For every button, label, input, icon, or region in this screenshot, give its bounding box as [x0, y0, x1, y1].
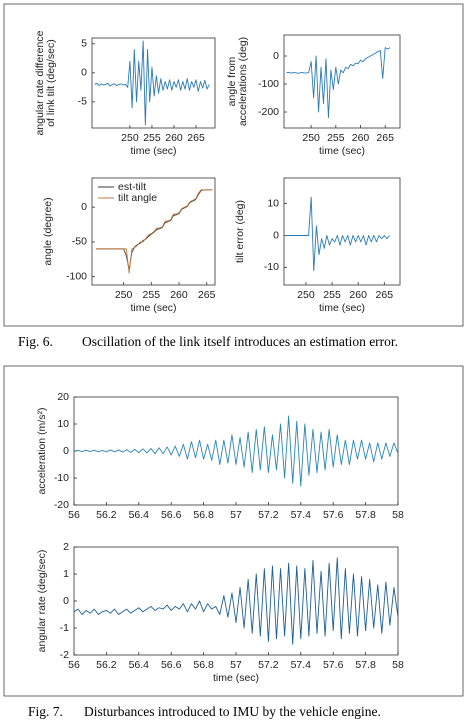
x-tick-label: 260	[352, 132, 370, 144]
y-tick-label: 0	[81, 201, 87, 213]
y-tick-label: 0	[273, 50, 279, 62]
figure-7-box	[3, 365, 464, 697]
y-tick-label: -20	[54, 499, 69, 511]
y-axis-label: angle (degree)	[42, 197, 54, 265]
legend-label: tilt angle	[118, 192, 157, 204]
fig6-caption: Oscillation of the link itself introduce…	[82, 334, 398, 349]
x-tick-label: 250	[115, 289, 133, 301]
fig7-label: Fig. 7.	[28, 704, 63, 719]
x-tick-label: 56.2	[96, 659, 117, 671]
x-tick-label: 56.4	[129, 659, 150, 671]
data-line	[73, 557, 399, 645]
x-tick-label: 265	[376, 132, 394, 144]
x-tick-label: 56	[68, 659, 80, 671]
legend-label: est-tilt	[118, 181, 146, 193]
x-tick-label: 56.2	[96, 509, 117, 521]
x-axis-label: time (sec)	[130, 302, 176, 314]
data-line	[285, 196, 390, 272]
data-line	[94, 40, 210, 126]
y-tick-label: 1	[63, 568, 69, 580]
y-tick-label: 0	[63, 445, 69, 457]
plot-frame	[73, 396, 399, 506]
data-line	[95, 189, 213, 274]
y-tick-label: -200	[258, 106, 279, 118]
x-tick-label: 255	[323, 289, 341, 301]
x-tick-label: 255	[327, 132, 345, 144]
x-tick-label: 57.4	[291, 509, 312, 521]
y-tick-label: 10	[267, 197, 279, 209]
y-tick-label: 0	[81, 67, 87, 79]
x-tick-label: 255	[143, 132, 161, 144]
y-axis-label: tilt error (deg)	[234, 200, 246, 263]
y-tick-label: 0	[63, 595, 69, 607]
x-tick-label: 265	[187, 132, 205, 144]
x-tick-label: 57	[230, 509, 242, 521]
x-tick-label: 57.6	[323, 659, 344, 671]
x-tick-label: 255	[143, 289, 161, 301]
y-axis-label: angle from	[226, 56, 238, 106]
x-tick-label: 57	[230, 659, 242, 671]
y-tick-label: -10	[54, 472, 69, 484]
y-axis-label: acceleration (m/s²)	[36, 408, 48, 495]
y-axis-label: angular rate difference	[34, 30, 46, 135]
y-axis-label: accelerations (deg)	[237, 37, 249, 126]
y-axis-label: of link tilt (deg/sec)	[45, 39, 57, 127]
fig6-label: Fig. 6.	[18, 334, 53, 349]
x-tick-label: 57.4	[291, 659, 312, 671]
x-tick-label: 265	[198, 289, 216, 301]
x-tick-label: 57.8	[355, 659, 376, 671]
plot-frame	[73, 546, 399, 656]
data-line	[286, 47, 391, 119]
x-tick-label: 260	[170, 289, 188, 301]
x-axis-label: time (sec)	[319, 302, 365, 314]
fig7-caption: Disturbances introduced to IMU by the ve…	[84, 704, 381, 719]
y-tick-label: -1	[60, 622, 69, 634]
plot-frame	[91, 177, 216, 286]
x-tick-label: 260	[165, 132, 183, 144]
y-tick-label: -10	[264, 261, 279, 273]
y-tick-label: -50	[72, 236, 87, 248]
y-tick-label: -2	[60, 649, 69, 661]
x-tick-label: 56.4	[129, 509, 150, 521]
x-tick-label: 250	[297, 289, 315, 301]
x-tick-label: 57.2	[258, 659, 279, 671]
x-axis-label: time (sec)	[213, 672, 259, 684]
y-tick-label: -100	[66, 270, 87, 282]
plot-frame	[91, 37, 216, 129]
x-tick-label: 250	[121, 132, 139, 144]
y-tick-label: -5	[78, 96, 87, 108]
x-tick-label: 57.8	[355, 509, 376, 521]
x-axis-label: time (sec)	[319, 145, 365, 157]
plot-frame	[283, 177, 401, 286]
x-tick-label: 56.6	[161, 509, 182, 521]
x-tick-label: 56.8	[193, 509, 214, 521]
x-tick-label: 56	[68, 509, 80, 521]
x-tick-label: 58	[392, 659, 404, 671]
x-tick-label: 265	[376, 289, 394, 301]
y-tick-label: -100	[258, 78, 279, 90]
y-tick-label: 20	[57, 391, 69, 403]
y-tick-label: 0	[273, 229, 279, 241]
x-tick-label: 250	[302, 132, 320, 144]
data-line	[73, 415, 399, 487]
y-tick-label: 2	[63, 541, 69, 553]
y-tick-label: 5	[81, 38, 87, 50]
x-tick-label: 57.2	[258, 509, 279, 521]
x-axis-label: time (sec)	[130, 145, 176, 157]
x-tick-label: 260	[349, 289, 367, 301]
x-tick-label: 57.6	[323, 509, 344, 521]
x-tick-label: 56.8	[193, 659, 214, 671]
y-axis-label: angular rate (deg/sec)	[36, 550, 48, 653]
y-tick-label: 10	[57, 418, 69, 430]
figure-6-box	[3, 3, 464, 327]
x-tick-label: 58	[392, 509, 404, 521]
plot-frame	[283, 34, 401, 129]
x-tick-label: 56.6	[161, 659, 182, 671]
